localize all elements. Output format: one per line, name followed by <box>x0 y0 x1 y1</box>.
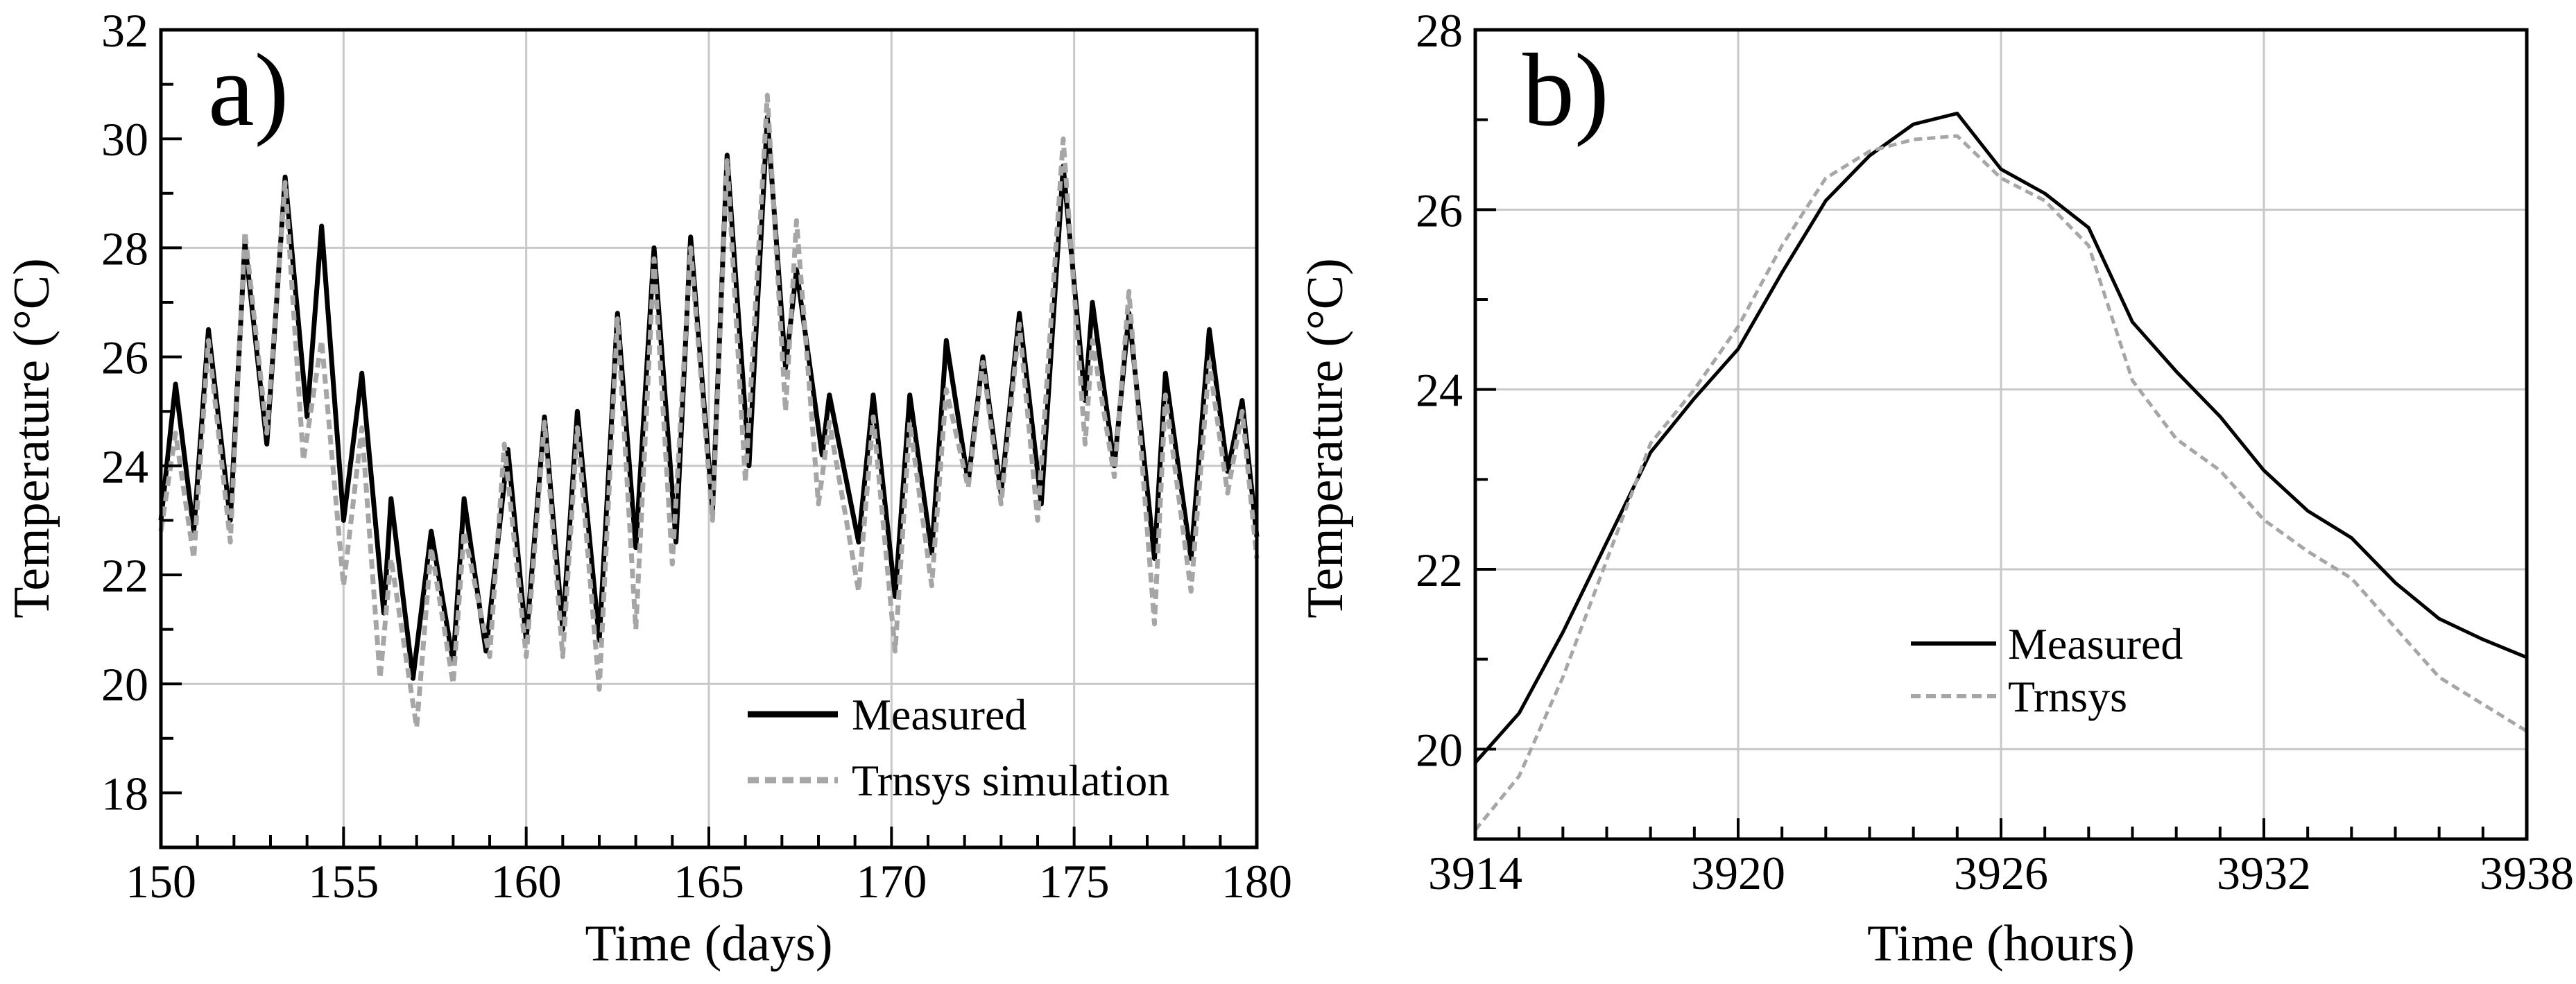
panel-a-x-axis-label: Time (days) <box>585 915 833 972</box>
y-tick-label: 26 <box>101 331 148 384</box>
y-tick-label: 18 <box>101 767 148 820</box>
x-tick-label: 3938 <box>2480 847 2574 899</box>
y-tick-label: 24 <box>1416 364 1463 417</box>
x-tick-label: 170 <box>856 855 927 908</box>
y-tick-label: 20 <box>1416 723 1463 776</box>
y-tick-label: 26 <box>1416 184 1463 236</box>
x-tick-label: 180 <box>1221 855 1292 908</box>
x-tick-label: 155 <box>308 855 379 908</box>
x-tick-label: 3914 <box>1428 847 1522 899</box>
series-trnsys-line <box>1474 134 2528 831</box>
panel-b-legend: Measured Trnsys <box>1911 619 2183 721</box>
panel-a-label: a) <box>208 33 289 148</box>
y-tick-label: 30 <box>101 113 148 166</box>
plot-frame <box>1473 28 2529 841</box>
panel-b-label: b) <box>1522 33 1609 148</box>
y-tick-label: 22 <box>101 549 148 602</box>
x-tick-label: 165 <box>673 855 744 908</box>
legend-trnsys-label: Trnsys simulation <box>852 756 1169 805</box>
panel-b-x-axis-label: Time (hours) <box>1867 915 2135 972</box>
plot-frame <box>159 28 1259 849</box>
series-measured-line <box>1474 112 2527 764</box>
x-tick-label: 3920 <box>1691 847 1785 899</box>
y-tick-label: 24 <box>101 440 148 493</box>
x-tick-label: 160 <box>491 855 562 908</box>
legend-measured-label: Measured <box>2008 619 2183 668</box>
gridlines <box>1475 30 2527 839</box>
x-tick-label: 3932 <box>2217 847 2311 899</box>
legend-trnsys-label: Trnsys <box>2008 672 2127 721</box>
x-tick-label: 175 <box>1039 855 1110 908</box>
y-tick-label: 22 <box>1416 544 1463 596</box>
y-tick-label: 28 <box>101 222 148 275</box>
panel-b-y-axis-label: Temperature (°C) <box>1297 258 1354 619</box>
y-tick-label: 32 <box>101 4 148 57</box>
panel-a-chart: a) Time (days) Temperature (°C) Measured… <box>3 4 1292 972</box>
axis-ticks <box>160 28 1258 849</box>
series-trnsys-line <box>158 92 1260 730</box>
panel-a-legend: Measured Trnsys simulation <box>748 690 1169 805</box>
panel-a-y-axis-label: Temperature (°C) <box>3 258 60 619</box>
y-tick-label: 28 <box>1416 4 1463 57</box>
y-tick-label: 20 <box>101 658 148 711</box>
x-tick-label: 3926 <box>1954 847 2048 899</box>
legend-measured-label: Measured <box>852 690 1027 739</box>
x-tick-label: 150 <box>126 855 196 908</box>
panel-b-chart: b) Time (hours) Temperature (°C) Measure… <box>1297 4 2574 972</box>
